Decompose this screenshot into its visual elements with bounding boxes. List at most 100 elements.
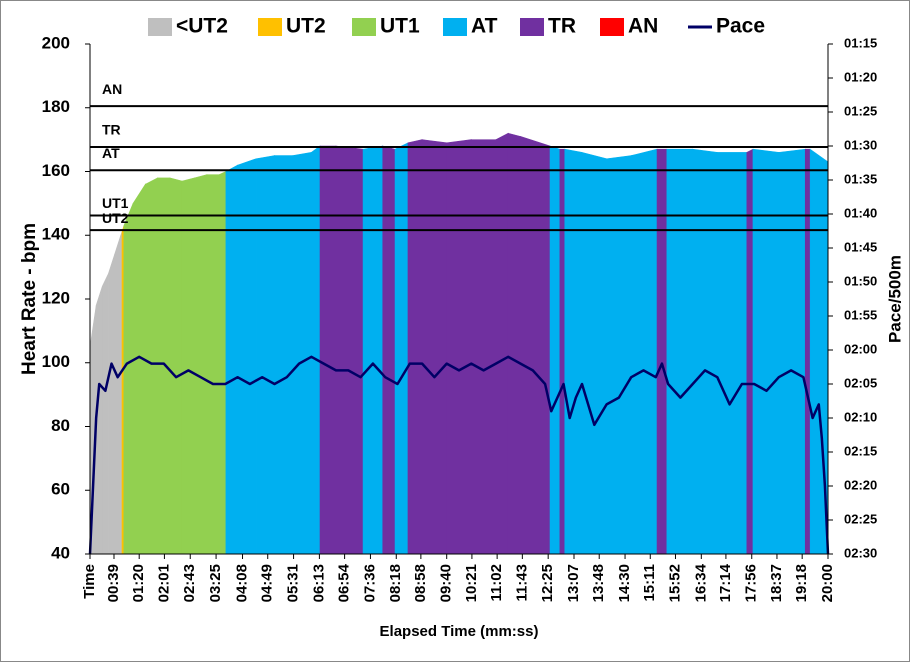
heart-rate-area <box>292 152 312 555</box>
legend-label: UT1 <box>380 15 420 38</box>
x-tick-label: 11:43 <box>513 564 530 602</box>
y2-axis-label: Pace/500m <box>885 255 904 343</box>
heart-rate-area <box>123 203 134 555</box>
y-tick-label: 140 <box>42 225 70 244</box>
x-tick-label: 07:36 <box>361 564 378 602</box>
y2-tick-label: 01:30 <box>844 137 877 152</box>
x-tick-label: 01:20 <box>130 564 147 602</box>
y2-tick-label: 02:10 <box>844 409 877 424</box>
heart-rate-area <box>394 142 409 555</box>
heart-rate-area <box>581 151 607 555</box>
legend-swatch <box>148 18 172 36</box>
legend-swatch <box>352 18 376 36</box>
x-tick-label: Time <box>81 564 98 599</box>
heart-rate-area <box>108 254 115 555</box>
x-tick-label: 17:14 <box>717 563 734 602</box>
heart-rate-area <box>194 174 208 555</box>
x-tick-label: 16:34 <box>692 563 709 602</box>
x-tick-label: 13:48 <box>590 564 607 602</box>
heart-rate-area <box>746 148 754 555</box>
heart-rate-area <box>311 145 321 555</box>
heart-rate-area <box>181 177 195 555</box>
x-tick-label: 15:11 <box>641 564 658 602</box>
heart-rate-area <box>206 174 220 555</box>
heart-rate-area <box>507 132 521 555</box>
y2-tick-label: 02:25 <box>844 511 877 526</box>
x-tick-label: 14:30 <box>616 564 633 602</box>
x-tick-label: 10:21 <box>463 564 480 602</box>
x-tick-label: 13:07 <box>565 564 582 602</box>
legend-label: AN <box>628 15 658 38</box>
y2-tick-label: 02:05 <box>844 375 877 390</box>
y-tick-label: 180 <box>42 97 70 116</box>
heart-rate-area <box>446 139 472 555</box>
y2-tick-label: 01:45 <box>844 239 877 254</box>
legend-swatch <box>520 18 544 36</box>
x-tick-label: 04:49 <box>259 564 276 602</box>
x-tick-label: 03:25 <box>207 564 224 602</box>
heart-rate-area <box>666 148 694 555</box>
y2-tick-label: 01:20 <box>844 69 877 84</box>
y-tick-label: 60 <box>51 480 70 499</box>
heart-rate-area <box>319 145 337 555</box>
heart-rate-area <box>495 132 509 555</box>
y-axis-label: Heart Rate - bpm <box>19 223 40 375</box>
x-tick-label: 20:00 <box>819 564 836 602</box>
legend-label: Pace <box>716 15 765 38</box>
x-tick-label: 04:08 <box>233 564 250 602</box>
legend-swatch <box>600 18 624 36</box>
heart-rate-area <box>225 164 238 555</box>
y-tick-label: 40 <box>51 543 70 562</box>
heart-rate-area <box>804 148 811 555</box>
x-tick-label: 06:13 <box>310 564 327 602</box>
heart-rate-area <box>218 171 227 555</box>
heart-rate-area <box>237 158 257 555</box>
y-tick-label: 100 <box>42 352 70 371</box>
heart-rate-area <box>559 148 566 555</box>
heart-rate-area <box>752 148 780 555</box>
y2-tick-label: 02:30 <box>844 545 877 560</box>
x-axis-label: Elapsed Time (mm:ss) <box>380 623 539 640</box>
x-tick-label: 00:39 <box>105 564 122 602</box>
heart-rate-area <box>102 273 109 555</box>
heart-rate-area <box>145 177 158 555</box>
legend-swatch <box>258 18 282 36</box>
heart-rate-area <box>157 177 171 555</box>
y-tick-label: 160 <box>42 161 70 180</box>
reference-label: AN <box>102 81 122 97</box>
heart-rate-area <box>564 148 583 555</box>
y2-tick-label: 01:50 <box>844 273 877 288</box>
x-tick-label: 02:01 <box>155 564 172 602</box>
heart-rate-area <box>114 235 122 555</box>
heart-rate-area <box>630 148 658 555</box>
heart-rate-area <box>132 183 146 555</box>
y-tick-label: 80 <box>51 416 70 435</box>
reference-label: TR <box>102 122 121 138</box>
x-tick-label: 19:18 <box>793 564 810 602</box>
y2-tick-label: 02:15 <box>844 443 877 458</box>
heart-rate-area <box>520 136 551 555</box>
heart-rate-area <box>362 145 384 555</box>
x-tick-label: 05:31 <box>285 564 302 602</box>
reference-label: UT2 <box>102 210 129 226</box>
x-tick-label: 12:25 <box>539 564 556 602</box>
reference-label: AT <box>102 145 120 161</box>
x-tick-label: 08:58 <box>412 564 429 602</box>
heart-rate-area <box>549 145 561 555</box>
heart-rate-area <box>407 139 423 555</box>
legend-label: UT2 <box>286 15 326 38</box>
heart-rate-area <box>470 139 497 555</box>
heart-rate-area <box>382 145 396 555</box>
y2-tick-label: 02:00 <box>844 341 877 356</box>
x-tick-label: 18:37 <box>768 564 785 602</box>
y-tick-label: 200 <box>42 33 70 52</box>
legend-label: AT <box>471 15 498 38</box>
legend-label: TR <box>548 15 576 38</box>
x-tick-label: 08:18 <box>387 564 404 602</box>
pace-line <box>88 355 830 555</box>
x-tick-label: 11:02 <box>488 564 505 602</box>
x-tick-label: 17:56 <box>743 564 760 602</box>
x-tick-label: 09:40 <box>438 564 455 602</box>
heart-rate-area <box>335 145 364 555</box>
